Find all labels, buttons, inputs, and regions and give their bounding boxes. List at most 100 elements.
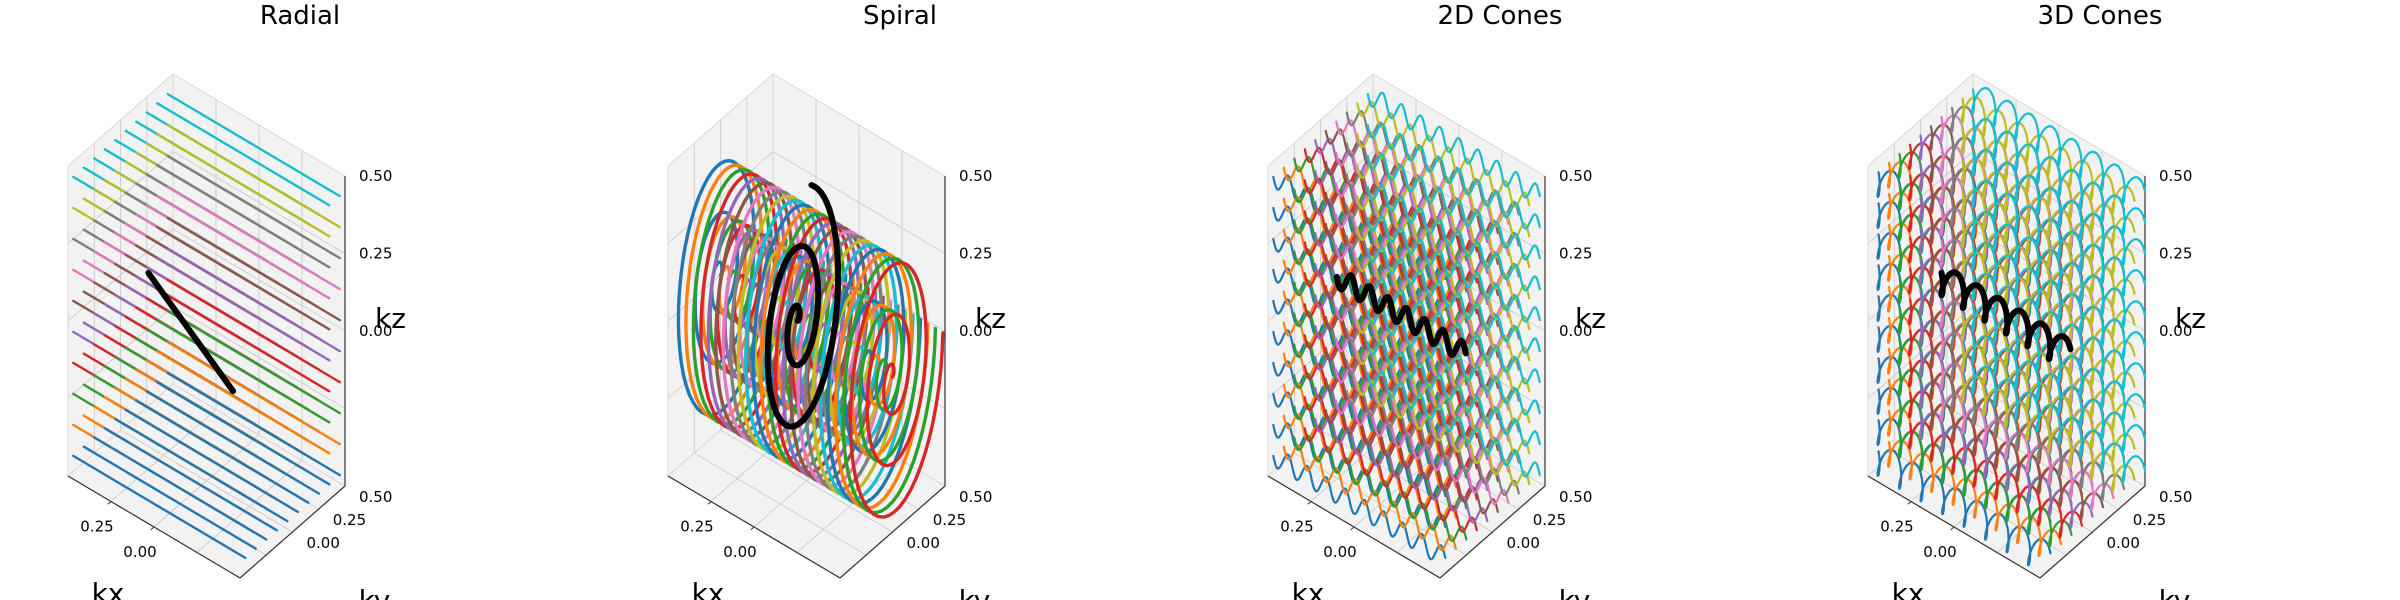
trajectory-line (1272, 298, 1447, 406)
trajectory-line (1303, 146, 1478, 254)
trajectory-line (1366, 277, 1541, 385)
trajectory-line (1303, 239, 1478, 347)
y-tick-label: 0.00 (307, 534, 340, 552)
x-axis-label: kx (1892, 577, 1925, 600)
trajectory-line (82, 445, 257, 550)
z-tick-label: 0.00 (359, 322, 392, 340)
series-group (1876, 86, 2147, 567)
y-tick-label: 0.50 (1559, 488, 1592, 506)
trajectory-line (1293, 280, 1468, 387)
trajectory-line (1356, 100, 1531, 208)
trajectory-line (1335, 212, 1510, 320)
trajectory-line (1272, 205, 1447, 313)
trajectory-line (1366, 339, 1541, 447)
z-tick-label: 0.25 (2159, 245, 2192, 263)
trajectory-line (1356, 379, 1531, 487)
trajectory-line (841, 256, 938, 515)
x-axis-label: kx (1292, 577, 1325, 600)
trajectory-line (1314, 385, 1489, 493)
trajectory-line (166, 123, 341, 229)
trajectory-line (1335, 243, 1510, 351)
trajectory-line (166, 309, 341, 415)
trajectory-line (1272, 329, 1447, 437)
trajectory-line (1282, 320, 1457, 428)
z-tick-label: 0.50 (1559, 167, 1592, 185)
trajectory-line (1303, 332, 1478, 440)
trajectory-line (166, 340, 341, 446)
series-group (1272, 91, 1541, 561)
trajectory-line (1356, 193, 1531, 301)
trajectory-line (1335, 150, 1510, 258)
series-group (72, 92, 341, 560)
trajectory-line (1272, 267, 1447, 375)
trajectory-line (1314, 416, 1489, 524)
trajectory-line (1324, 407, 1499, 515)
trajectory-line (1303, 363, 1478, 471)
trajectory-line (1303, 425, 1478, 533)
trajectory-line (1282, 289, 1457, 397)
trajectory-line (1324, 221, 1499, 329)
trajectory-line (1971, 334, 2147, 453)
trajectory-line (1960, 127, 2136, 245)
trajectory-line (1335, 181, 1510, 289)
trajectory-line (156, 319, 331, 424)
z-tick-label: 0.25 (959, 245, 992, 263)
trajectory-line (1366, 308, 1541, 416)
trajectory-line (1335, 367, 1510, 475)
x-tick-label: 0.25 (680, 518, 713, 536)
trajectory-line (1324, 159, 1499, 267)
trajectory-line (1282, 444, 1457, 552)
trajectory-line (1366, 184, 1541, 292)
trajectory-line (1303, 177, 1478, 285)
trajectory-line (1345, 203, 1520, 310)
trajectory-line (1314, 323, 1489, 431)
trajectory-line (1282, 382, 1457, 490)
trajectory-line (156, 288, 331, 393)
trajectory-line (1272, 391, 1447, 499)
y-tick-label: 0.50 (359, 488, 392, 506)
trajectory-line (1345, 234, 1520, 341)
trajectory-line (166, 92, 341, 198)
trajectory-line (1272, 236, 1447, 344)
trajectory-line (103, 427, 278, 532)
trajectory-line (1345, 141, 1520, 248)
highlight-trajectory (145, 270, 237, 395)
trajectory-line (1960, 158, 2136, 276)
z-tick-label: 0.50 (959, 167, 992, 185)
trajectory-line (1971, 148, 2147, 267)
trajectory-line (1345, 389, 1520, 496)
trajectory-line (145, 390, 320, 495)
trajectory-line (1272, 422, 1447, 530)
y-tick-label: 0.50 (2159, 488, 2192, 506)
chart-title: Spiral (863, 1, 937, 31)
z-axis-label: kz (975, 302, 1006, 335)
chart-title: Radial (260, 1, 340, 31)
trajectory-line (156, 226, 331, 331)
trajectory-line (1876, 448, 2052, 567)
z-tick-label: 0.25 (1559, 245, 1592, 263)
trajectory-line (1971, 272, 2147, 391)
trajectory-line (1314, 199, 1489, 307)
trajectory-line (1960, 220, 2136, 338)
highlight-trajectory (764, 182, 842, 430)
trajectory-line (1366, 370, 1541, 478)
trajectory-line (1366, 91, 1541, 199)
trajectory-line (1314, 168, 1489, 276)
trajectory-line (1303, 270, 1478, 378)
y-tick-label: 0.25 (933, 511, 966, 529)
trajectory-line (1345, 327, 1520, 434)
trajectory-line (1293, 404, 1468, 511)
z-axis-label: kz (1575, 302, 1606, 335)
trajectory-line (1971, 117, 2147, 236)
highlight-trajectory (1333, 272, 1469, 358)
trajectory-line (1950, 384, 2126, 502)
trajectory-line (1303, 301, 1478, 409)
trajectory-line (1282, 258, 1457, 366)
chart-3d-cones: 0.00 0.25 0.00 0.25 0.50 0.00 0.25 0.50 kx ky kz 3D… (1867, 1, 2206, 600)
trajectory-line (1971, 86, 2147, 205)
trajectory-line (1356, 162, 1531, 270)
y-tick-label: 0.25 (333, 511, 366, 529)
trajectory-line (1293, 156, 1468, 263)
trajectory-line (1335, 119, 1510, 227)
trajectory-line (1356, 224, 1531, 332)
